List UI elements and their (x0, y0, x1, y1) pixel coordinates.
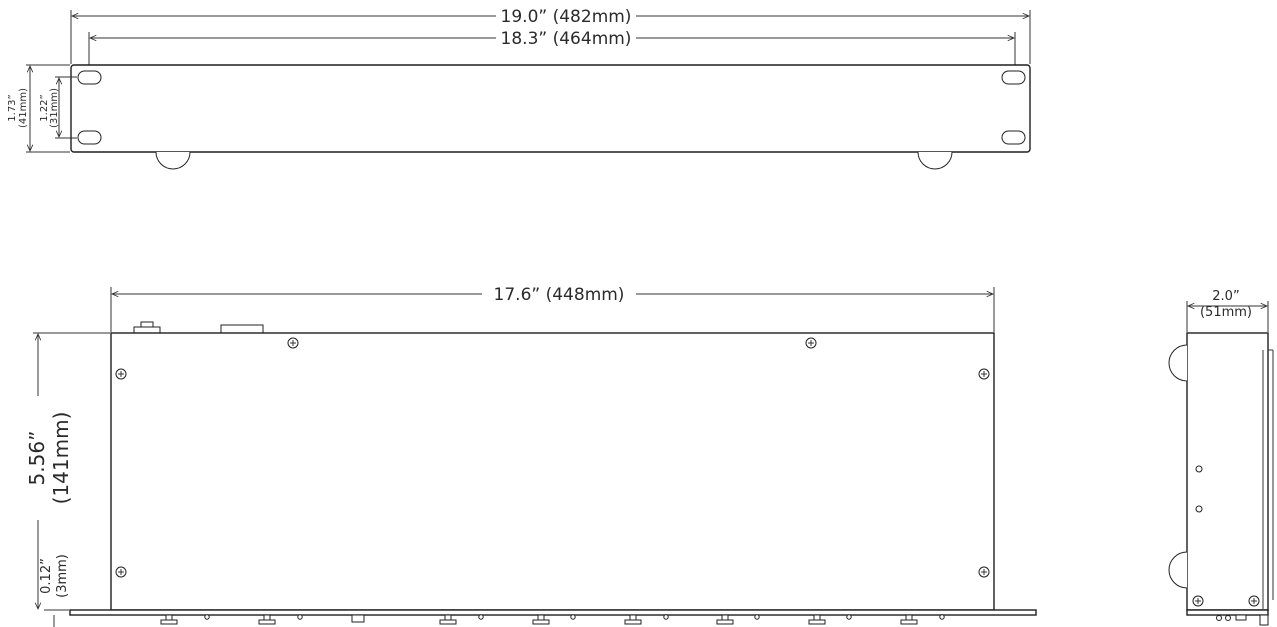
screw-right-lower (978, 566, 990, 578)
front-view: 19.0” (482mm) 18.3” (464mm) 1.73” (41mm)… (7, 7, 1031, 170)
side-hole-2 (1195, 505, 1203, 513)
body-height-in-label: 5.56” (25, 431, 49, 486)
screw-top-1 (287, 337, 299, 349)
depth-label: 17.6” (448mm) (494, 285, 625, 305)
mount-spacing-label: 18.3” (464mm) (501, 29, 632, 49)
side-width-in-label: 2.0” (1212, 289, 1239, 304)
mounting-slot-top-left (77, 70, 102, 85)
side-connector-4 (1259, 614, 1269, 626)
side-connector-2 (1225, 615, 1231, 621)
screw-right-upper (978, 368, 990, 380)
side-flange (1186, 609, 1269, 616)
mounting-slot-bottom-right (1001, 130, 1026, 145)
hole-spacing-in-label: 1.22” (39, 94, 50, 121)
top-view: 17.6” (448mm) (25, 285, 1037, 627)
screw-left-lower (115, 566, 127, 578)
mounting-slot-bottom-left (77, 130, 102, 145)
side-connector-1 (1216, 615, 1222, 621)
overall-width-label: 19.0” (482mm) (501, 7, 632, 27)
side-screw-right (1248, 595, 1260, 607)
side-connector-3 (1235, 614, 1247, 621)
side-screw-left (1192, 595, 1204, 607)
foot-left (155, 151, 191, 170)
flange-in-label: 0.12” (39, 558, 54, 594)
connector-top-left-cap (140, 321, 154, 328)
hole-spacing-mm-label: (31mm) (49, 88, 60, 128)
screw-left-upper (115, 368, 127, 380)
side-width-mm-label: (51mm) (1200, 305, 1252, 320)
side-foot-top (1168, 344, 1188, 382)
front-panel (70, 64, 1031, 153)
mounting-slot-top-right (1001, 70, 1026, 85)
flange-mm-label: (3mm) (55, 554, 70, 598)
screw-top-2 (805, 337, 817, 349)
body-height-mm-label: (141mm) (49, 412, 73, 505)
chassis-body (110, 332, 995, 611)
side-foot-bottom (1168, 551, 1188, 589)
chassis-flange (69, 609, 1037, 616)
front-connectors (160, 614, 945, 625)
side-view: 2.0” (51mm) (1168, 289, 1274, 626)
overall-height-in-label: 1.73” (7, 94, 18, 121)
overall-height-mm-label: (41mm) (18, 88, 29, 128)
side-hole-1 (1195, 465, 1203, 473)
foot-right (917, 151, 953, 170)
